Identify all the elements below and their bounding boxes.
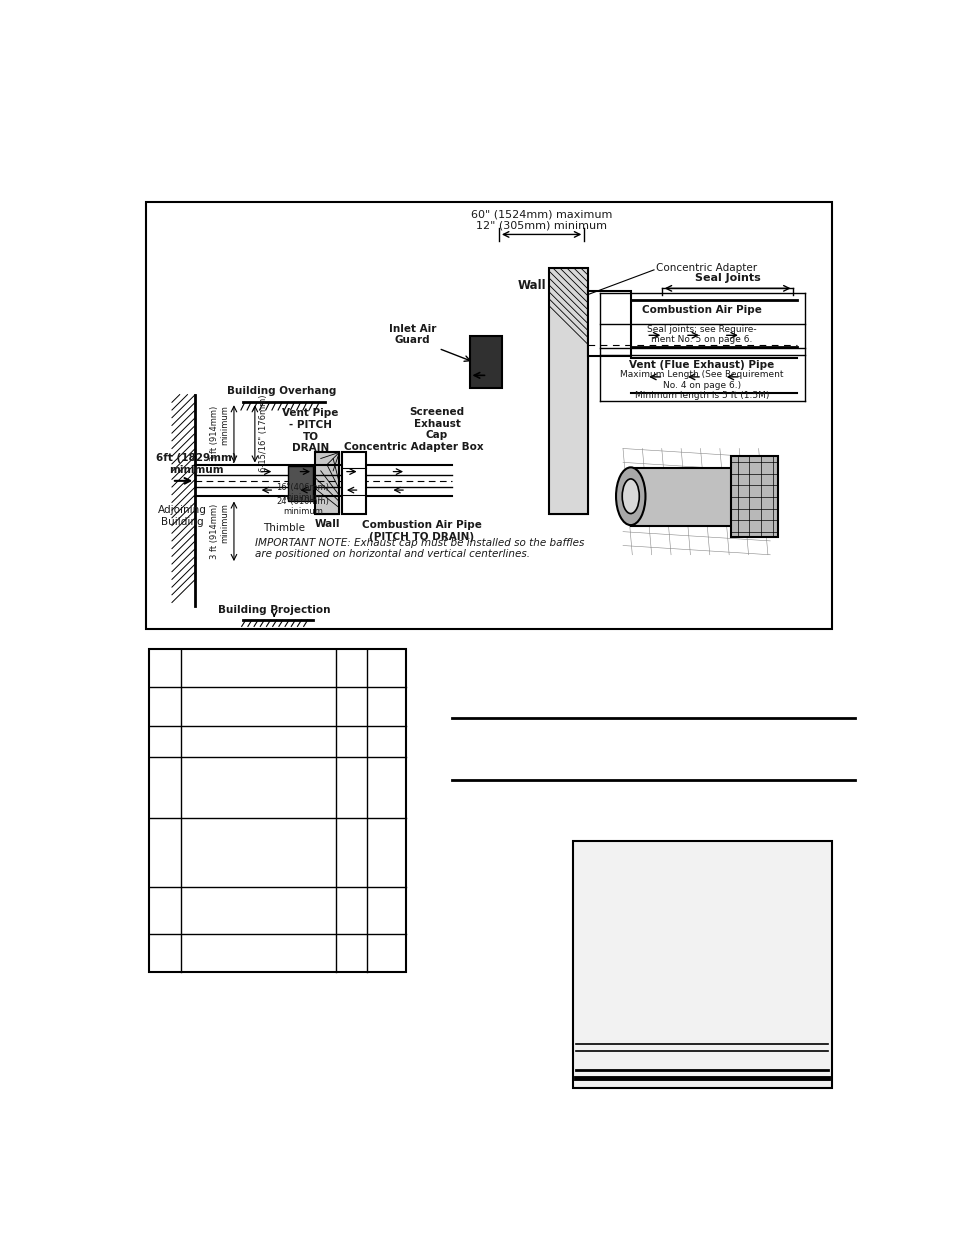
Text: Combustion Air Pipe
(PITCH TO DRAIN): Combustion Air Pipe (PITCH TO DRAIN) [361,520,481,542]
Polygon shape [549,268,587,514]
Text: Seal Joints: Seal Joints [694,273,760,283]
Text: 3 ft (914mm)
minimum: 3 ft (914mm) minimum [210,405,229,461]
Text: Building Projection: Building Projection [218,605,330,615]
Ellipse shape [740,467,769,525]
Text: Seal joints; see Require-
ment No. 5 on page 6.: Seal joints; see Require- ment No. 5 on … [646,325,756,345]
Text: 6ft (1829mm)
minimum: 6ft (1829mm) minimum [156,453,236,474]
Polygon shape [731,456,778,537]
Text: Wall: Wall [517,279,546,291]
Bar [469,336,501,389]
Bar [572,841,831,1088]
Text: 60" (1524mm) maximum
12" (305mm) minimum: 60" (1524mm) maximum 12" (305mm) minimum [471,209,612,231]
Text: 24"(610mm)
minimum: 24"(610mm) minimum [276,496,329,516]
Bar [149,648,406,972]
Bar [288,466,313,501]
Text: Screened
Exhaust
Cap: Screened Exhaust Cap [409,408,464,441]
Bar [146,203,831,630]
Text: Adjoining
Building: Adjoining Building [158,505,207,527]
Bar [341,452,366,514]
Bar [587,290,630,356]
Text: Inlet Air
Guard: Inlet Air Guard [388,324,436,346]
Text: 3 ft (914mm)
minimum: 3 ft (914mm) minimum [210,504,229,558]
Polygon shape [314,452,339,514]
Polygon shape [630,468,754,526]
Text: Concentric Adapter: Concentric Adapter [656,263,757,273]
Text: Building Overhang: Building Overhang [227,385,336,395]
Bar [549,268,587,514]
Text: Maximum Length (See Requirement
No. 4 on page 6.)
Minimum length is 5 ft (1.5M): Maximum Length (See Requirement No. 4 on… [619,370,783,400]
Ellipse shape [621,479,639,514]
Text: Wall: Wall [314,519,339,529]
Text: Vent (Flue Exhaust) Pipe: Vent (Flue Exhaust) Pipe [629,361,774,370]
Text: IMPORTANT NOTE: Exhaust cap must be installed so the baffles
are positioned on h: IMPORTANT NOTE: Exhaust cap must be inst… [254,537,583,559]
Text: Thimble: Thimble [263,522,305,532]
Bar [314,452,339,514]
Ellipse shape [616,467,645,525]
Text: Combustion Air Pipe: Combustion Air Pipe [641,305,761,315]
Text: 16"(406mm)
minimum: 16"(406mm) minimum [276,483,329,503]
Text: Concentric Adapter Box: Concentric Adapter Box [344,442,483,452]
Text: Vent Pipe
- PITCH
TO
DRAIN: Vent Pipe - PITCH TO DRAIN [282,409,338,453]
Text: 6-15/16" (176mm): 6-15/16" (176mm) [258,394,268,472]
